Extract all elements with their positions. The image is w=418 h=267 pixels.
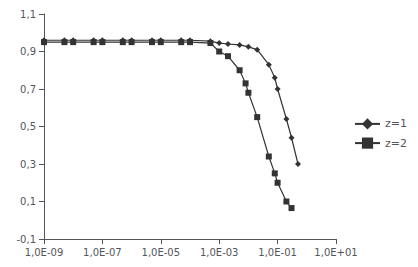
svg-text:z=1: z=1: [385, 117, 407, 130]
svg-text:1,0E-09: 1,0E-09: [25, 247, 64, 258]
svg-text:1,0E-05: 1,0E-05: [142, 247, 181, 258]
svg-text:1,0E-01: 1,0E-01: [258, 247, 297, 258]
svg-text:1,1: 1,1: [20, 9, 36, 20]
svg-text:-0,1: -0,1: [16, 234, 36, 245]
svg-text:1,0E+01: 1,0E+01: [314, 247, 357, 258]
svg-text:0,7: 0,7: [20, 84, 36, 95]
svg-text:z=2: z=2: [385, 137, 407, 150]
svg-text:0,5: 0,5: [20, 121, 36, 132]
svg-text:1,0E-07: 1,0E-07: [83, 247, 122, 258]
svg-text:0,3: 0,3: [20, 159, 36, 170]
svg-text:0,9: 0,9: [20, 46, 36, 57]
svg-text:0,1: 0,1: [20, 196, 36, 207]
svg-text:1,0E-03: 1,0E-03: [200, 247, 239, 258]
